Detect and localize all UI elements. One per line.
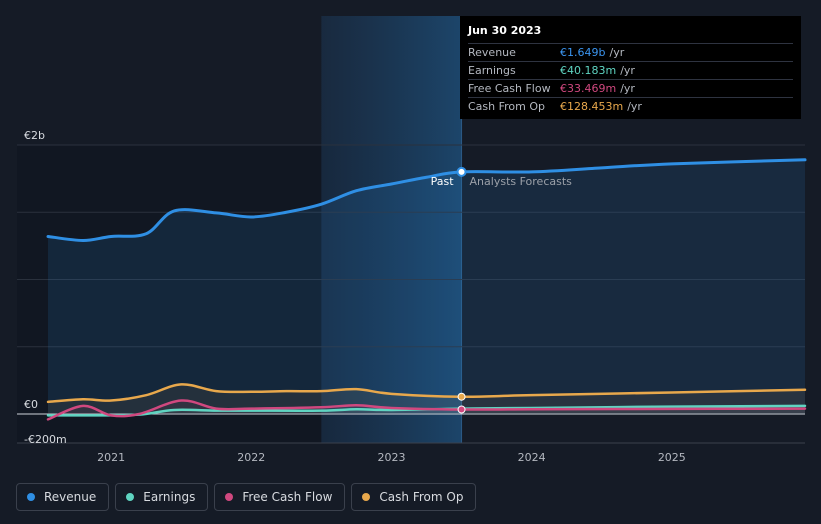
revenue-dot-icon xyxy=(27,493,35,501)
legend-item-cash-from-op[interactable]: Cash From Op xyxy=(351,483,477,511)
tooltip-unit: /yr xyxy=(620,64,635,77)
tooltip-unit: /yr xyxy=(627,100,642,113)
tooltip-label: Revenue xyxy=(468,46,516,59)
tooltip-unit: /yr xyxy=(620,82,635,95)
cash_from_op-line xyxy=(46,383,807,404)
cash-from-op-dot-icon xyxy=(362,493,371,501)
tooltip-row-revenue: Revenue €1.649b /yr xyxy=(468,43,793,61)
highlight-region xyxy=(321,16,462,443)
x-tick-label: 2023 xyxy=(377,451,405,464)
earnings-line xyxy=(46,404,807,417)
legend-item-free-cash-flow[interactable]: Free Cash Flow xyxy=(214,483,346,511)
cash-from-op-marker xyxy=(457,392,466,401)
free_cash_flow-line xyxy=(46,399,807,421)
tooltip-value-earnings: €40.183m xyxy=(560,64,617,77)
x-tick-label: 2021 xyxy=(97,451,125,464)
revenue-line xyxy=(46,158,807,242)
tooltip-date: Jun 30 2023 xyxy=(468,24,542,37)
legend-label: Revenue xyxy=(44,490,97,504)
x-tick-label: 2022 xyxy=(237,451,265,464)
tooltip-label: Earnings xyxy=(468,64,516,77)
legend-label: Earnings xyxy=(143,490,196,504)
free-cash-flow-marker xyxy=(457,405,466,414)
forecast-label: Analysts Forecasts xyxy=(470,175,573,188)
tooltip-label: Free Cash Flow xyxy=(468,82,551,95)
tooltip-row-cash-from-op: Cash From Op €128.453m /yr xyxy=(468,97,793,115)
tooltip-unit: /yr xyxy=(609,46,625,59)
legend-label: Free Cash Flow xyxy=(242,490,333,504)
x-tick-label: 2024 xyxy=(518,451,546,464)
y-tick-label: -€200m xyxy=(24,433,67,446)
tooltip-value-cash-from-op: €128.453m xyxy=(560,100,624,113)
tooltip-value-revenue: €1.649b xyxy=(560,46,606,59)
x-tick-label: 2025 xyxy=(658,451,686,464)
tooltip-row-earnings: Earnings €40.183m /yr xyxy=(468,61,793,79)
earnings-dot-icon xyxy=(126,493,135,501)
y-tick-label: €2b xyxy=(24,129,45,142)
revenue-area xyxy=(48,159,805,414)
tooltip-value-free-cash-flow: €33.469m xyxy=(560,82,617,95)
chart-legend: Revenue Earnings Free Cash Flow Cash Fro… xyxy=(16,483,477,511)
tooltip-row-free-cash-flow: Free Cash Flow €33.469m /yr xyxy=(468,79,793,97)
legend-label: Cash From Op xyxy=(379,490,464,504)
legend-item-earnings[interactable]: Earnings xyxy=(115,483,209,511)
legend-item-revenue[interactable]: Revenue xyxy=(16,483,110,511)
free-cash-flow-dot-icon xyxy=(225,493,234,501)
data-tooltip: Jun 30 2023 Revenue €1.649b /yr Earnings… xyxy=(460,16,801,119)
revenue-marker xyxy=(456,166,467,177)
tooltip-label: Cash From Op xyxy=(468,100,546,113)
y-tick-label: €0 xyxy=(24,398,38,411)
past-label: Past xyxy=(431,175,455,188)
